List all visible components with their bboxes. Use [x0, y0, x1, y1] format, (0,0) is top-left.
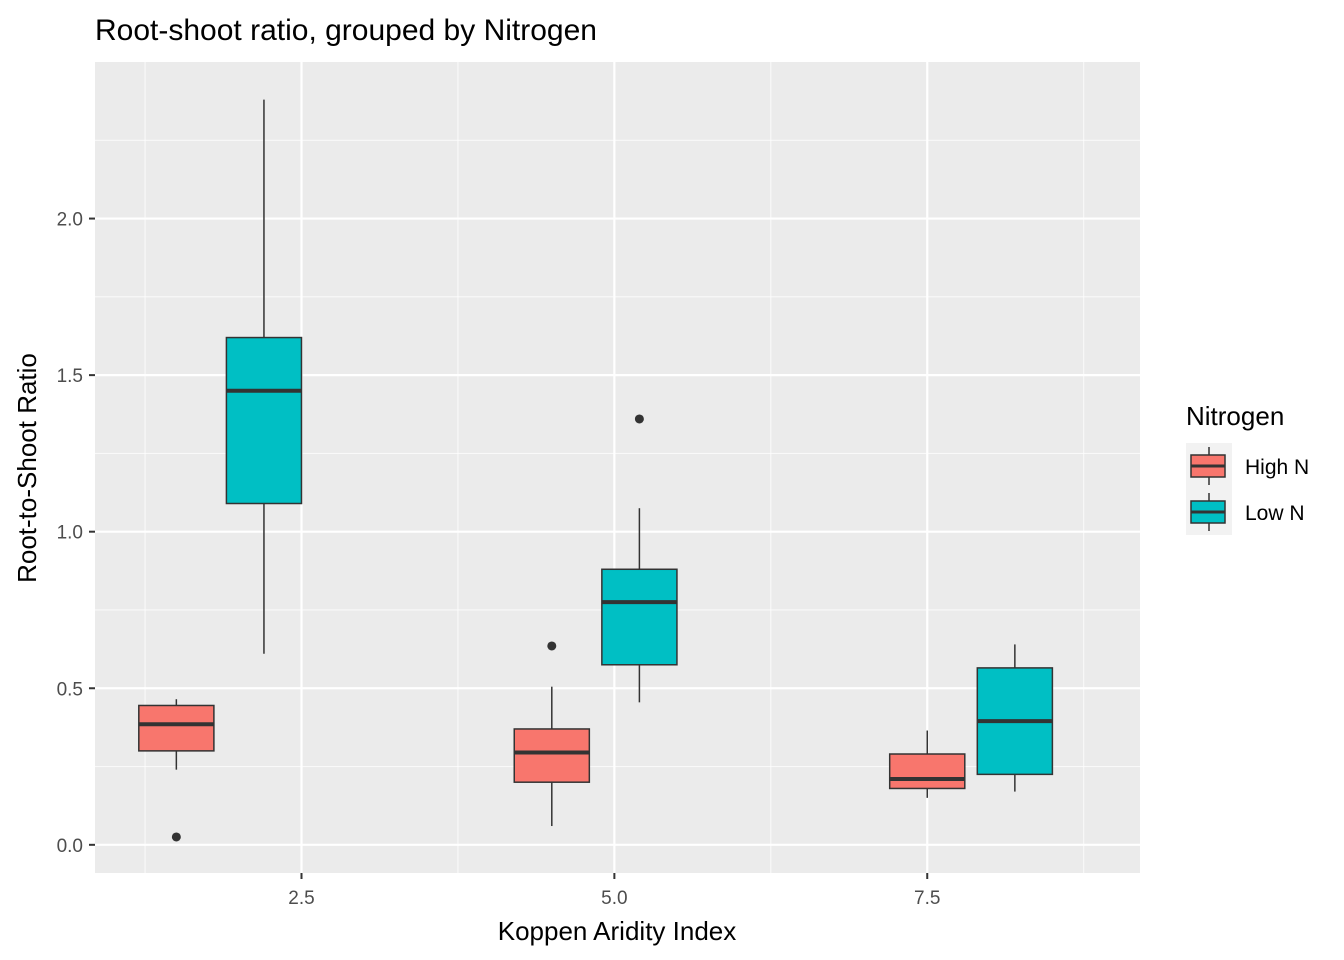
x-axis: 2.5 5.0 7.5 — [288, 873, 940, 909]
box — [888, 730, 966, 798]
y-axis: 0.0 0.5 1.0 1.5 2.0 — [57, 210, 95, 857]
series-low-n — [225, 99, 1054, 792]
y-tick-label: 1.0 — [57, 523, 83, 544]
box — [138, 699, 215, 842]
x-axis-title: Koppen Aridity Index — [498, 916, 737, 946]
outlier-point — [634, 414, 644, 424]
x-tick-label: 5.0 — [601, 888, 627, 909]
box-series — [138, 99, 1054, 842]
legend: Nitrogen High N Low N — [1186, 401, 1309, 535]
y-tick-label: 2.0 — [57, 210, 83, 231]
box-body — [513, 728, 591, 783]
legend-label: Low N — [1245, 502, 1305, 525]
legend-entry-low-n: Low N — [1190, 493, 1305, 531]
box-body — [888, 753, 966, 790]
box — [976, 644, 1054, 792]
series-high-n — [138, 641, 966, 842]
y-tick-label: 0.0 — [57, 836, 83, 857]
box — [513, 641, 591, 827]
x-tick-label: 2.5 — [288, 888, 314, 909]
outlier-point — [171, 832, 181, 842]
y-tick-label: 0.5 — [57, 679, 83, 700]
box-body — [601, 568, 678, 666]
chart-title: Root-shoot ratio, grouped by Nitrogen — [95, 14, 597, 47]
box — [225, 99, 303, 654]
y-axis-title: Root-to-Shoot Ratio — [12, 353, 42, 583]
x-tick-label: 7.5 — [914, 888, 940, 909]
legend-label: High N — [1245, 456, 1309, 479]
legend-title: Nitrogen — [1186, 401, 1284, 431]
outlier-point — [547, 641, 557, 651]
box-body — [138, 704, 215, 752]
box-body — [225, 336, 303, 505]
y-tick-label: 1.5 — [57, 366, 83, 387]
legend-entry-high-n: High N — [1190, 447, 1309, 485]
box — [601, 414, 678, 703]
